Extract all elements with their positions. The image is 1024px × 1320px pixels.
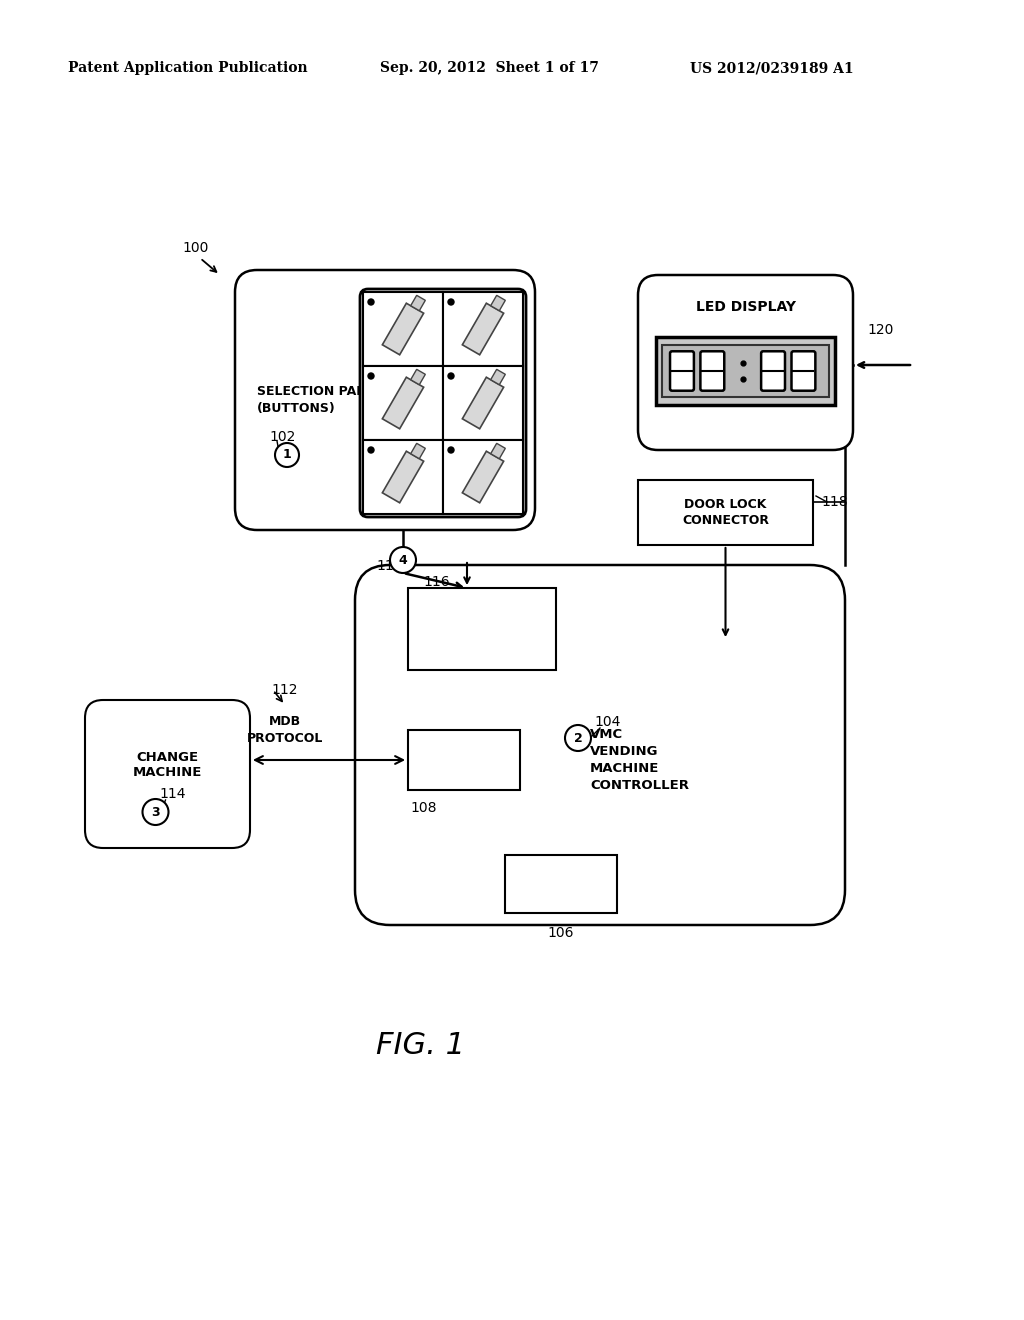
Text: 114: 114 (160, 787, 186, 801)
Polygon shape (463, 451, 504, 503)
FancyBboxPatch shape (638, 275, 853, 450)
Circle shape (368, 374, 374, 379)
Polygon shape (382, 378, 424, 429)
Text: Sep. 20, 2012  Sheet 1 of 17: Sep. 20, 2012 Sheet 1 of 17 (380, 61, 599, 75)
Text: 120: 120 (867, 323, 893, 337)
FancyBboxPatch shape (85, 700, 250, 847)
Polygon shape (490, 370, 505, 384)
Circle shape (565, 725, 591, 751)
Text: 100: 100 (182, 242, 208, 255)
Text: MDB
PROTOCOL: MDB PROTOCOL (247, 715, 324, 744)
Text: Patent Application Publication: Patent Application Publication (68, 61, 307, 75)
Circle shape (449, 374, 454, 379)
Circle shape (449, 447, 454, 453)
Circle shape (368, 447, 374, 453)
FancyBboxPatch shape (700, 351, 724, 391)
Text: 3: 3 (152, 805, 160, 818)
FancyBboxPatch shape (355, 565, 845, 925)
Circle shape (142, 799, 169, 825)
FancyBboxPatch shape (360, 289, 526, 517)
Circle shape (449, 300, 454, 305)
Text: SELECTION
SWITCH
INPUT: SELECTION SWITCH INPUT (443, 607, 520, 651)
Text: DOOR LOCK
CONNECTOR: DOOR LOCK CONNECTOR (682, 499, 769, 527)
Polygon shape (411, 444, 425, 459)
Polygon shape (463, 378, 504, 429)
FancyBboxPatch shape (761, 351, 785, 391)
Polygon shape (490, 444, 505, 459)
Circle shape (275, 444, 299, 467)
Bar (362, 366, 443, 440)
Text: US 2012/0239189 A1: US 2012/0239189 A1 (690, 61, 854, 75)
Text: 2: 2 (573, 731, 583, 744)
Bar (443, 292, 523, 366)
Circle shape (390, 546, 416, 573)
Polygon shape (411, 370, 425, 384)
Bar (408, 730, 520, 789)
Bar (362, 292, 443, 366)
FancyBboxPatch shape (234, 271, 535, 531)
Text: 4: 4 (398, 553, 408, 566)
Polygon shape (411, 296, 425, 310)
Bar (656, 337, 835, 405)
Circle shape (368, 300, 374, 305)
FancyBboxPatch shape (792, 351, 815, 391)
Bar (638, 480, 813, 545)
Polygon shape (490, 296, 505, 310)
Text: VMC
VENDING
MACHINE
CONTROLLER: VMC VENDING MACHINE CONTROLLER (590, 729, 689, 792)
Text: MDB/EXE
OUTPUT: MDB/EXE OUTPUT (432, 746, 496, 774)
Polygon shape (382, 304, 424, 355)
Polygon shape (382, 451, 424, 503)
Text: 112: 112 (271, 682, 298, 697)
Polygon shape (463, 304, 504, 355)
Text: 104: 104 (594, 715, 621, 729)
Text: 116: 116 (423, 576, 450, 589)
Text: 1: 1 (283, 449, 292, 462)
Text: 110: 110 (377, 558, 403, 573)
Text: FIG. 1: FIG. 1 (376, 1031, 465, 1060)
Bar (505, 855, 617, 913)
Text: 106: 106 (548, 927, 574, 940)
Text: 108: 108 (410, 801, 436, 814)
Text: LED DISPLAY: LED DISPLAY (695, 300, 796, 314)
Text: CHANGE
MACHINE: CHANGE MACHINE (133, 751, 202, 779)
Bar (362, 440, 443, 513)
Bar (408, 587, 556, 671)
Bar (443, 366, 523, 440)
Text: DEX
OUTPUT: DEX OUTPUT (532, 870, 590, 898)
Text: 102: 102 (269, 430, 295, 444)
Text: 118: 118 (821, 495, 848, 510)
Text: SELECTION PANEL
(BUTTONS): SELECTION PANEL (BUTTONS) (257, 385, 383, 414)
Bar (443, 440, 523, 513)
FancyBboxPatch shape (670, 351, 694, 391)
Bar (662, 345, 829, 397)
